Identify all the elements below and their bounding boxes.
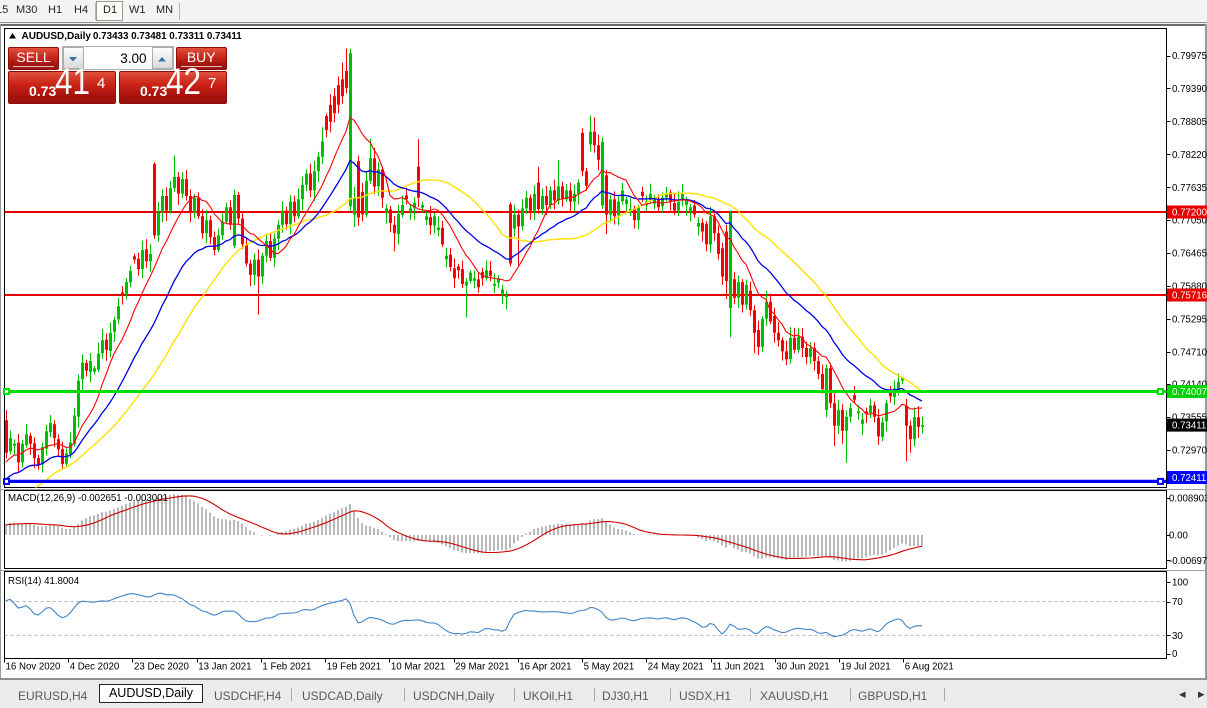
svg-text:5 May 2021: 5 May 2021 [584, 662, 635, 673]
svg-text:4 Dec 2020: 4 Dec 2020 [70, 662, 120, 673]
svg-text:6 Aug 2021: 6 Aug 2021 [905, 662, 954, 673]
svg-text:0.75716: 0.75716 [1172, 291, 1207, 302]
svg-text:0.75295: 0.75295 [1172, 315, 1207, 326]
svg-text:19 Jul 2021: 19 Jul 2021 [841, 662, 891, 673]
svg-text:29 Mar 2021: 29 Mar 2021 [455, 662, 509, 673]
svg-text:AUDUSD,Daily: AUDUSD,Daily [22, 31, 92, 42]
svg-text:0.72970: 0.72970 [1172, 445, 1207, 456]
svg-text:16 Apr 2021: 16 Apr 2021 [519, 662, 571, 673]
svg-text:0.73555: 0.73555 [1172, 413, 1207, 424]
svg-text:0.74007: 0.74007 [1172, 387, 1207, 398]
svg-text:24 May 2021: 24 May 2021 [648, 662, 704, 673]
svg-text:0.77050: 0.77050 [1172, 216, 1207, 227]
svg-text:0.79390: 0.79390 [1172, 84, 1207, 95]
svg-text:0.77635: 0.77635 [1172, 183, 1207, 194]
svg-text:0.77200: 0.77200 [1172, 208, 1207, 219]
svg-text:0.008903: 0.008903 [1169, 494, 1207, 505]
svg-text:0.78805: 0.78805 [1172, 117, 1207, 128]
svg-text:RSI(14) 41.8004: RSI(14) 41.8004 [8, 576, 80, 587]
svg-text:11 Jun 2021: 11 Jun 2021 [712, 662, 765, 673]
svg-text:19 Feb 2021: 19 Feb 2021 [327, 662, 381, 673]
svg-text:30: 30 [1172, 631, 1183, 642]
svg-text:0.73433 0.73481 0.73311 0.7341: 0.73433 0.73481 0.73311 0.73411 [93, 31, 242, 42]
svg-text:0.75880: 0.75880 [1172, 282, 1207, 293]
svg-text:0.74710: 0.74710 [1172, 348, 1207, 359]
svg-text:1 Feb 2021: 1 Feb 2021 [262, 662, 311, 673]
svg-text:MACD(12,26,9) -0.002651 -0.003: MACD(12,26,9) -0.002651 -0.003001 [8, 493, 168, 504]
svg-text:0.73411: 0.73411 [1172, 421, 1206, 432]
svg-text:23 Dec 2020: 23 Dec 2020 [134, 662, 190, 673]
svg-text:10 Mar 2021: 10 Mar 2021 [391, 662, 445, 673]
svg-text:-0.00697: -0.00697 [1169, 556, 1207, 567]
svg-text:70: 70 [1172, 597, 1183, 608]
svg-text:30 Jun 2021: 30 Jun 2021 [776, 662, 829, 673]
svg-text:0.78220: 0.78220 [1172, 150, 1207, 161]
svg-text:13 Jan 2021: 13 Jan 2021 [198, 662, 251, 673]
svg-text:16 Nov 2020: 16 Nov 2020 [6, 662, 62, 673]
svg-text:0: 0 [1172, 649, 1178, 660]
svg-text:0.00: 0.00 [1169, 531, 1188, 542]
svg-text:0.76465: 0.76465 [1172, 249, 1207, 260]
svg-text:100: 100 [1172, 578, 1189, 589]
svg-text:0.72411: 0.72411 [1172, 473, 1206, 484]
svg-text:0.79975: 0.79975 [1172, 51, 1207, 62]
